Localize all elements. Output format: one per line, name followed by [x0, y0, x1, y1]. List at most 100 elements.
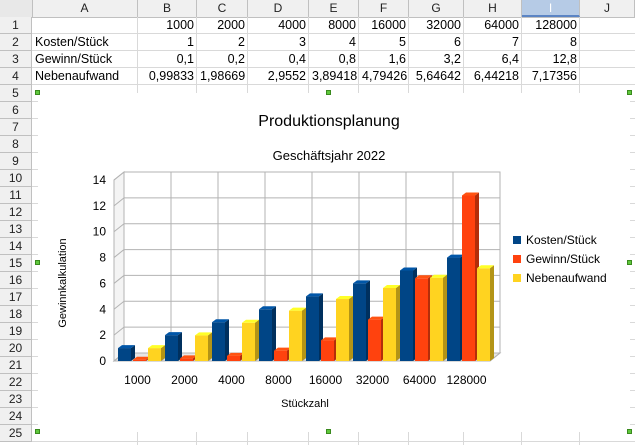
y-axis-label: Gewinnkalkulation: [57, 238, 69, 327]
grid-line: [113, 223, 125, 233]
column-header-h[interactable]: H: [464, 0, 522, 17]
cell-g1[interactable]: 32000: [426, 18, 461, 32]
row-header-25[interactable]: 25: [0, 425, 32, 442]
cell-h4[interactable]: 6,44218: [473, 69, 519, 83]
row-header-18[interactable]: 18: [0, 306, 32, 323]
cell-i2[interactable]: 8: [570, 35, 577, 49]
row-header-1[interactable]: 1: [0, 17, 32, 34]
row-header-8[interactable]: 8: [0, 136, 32, 153]
row-header-11[interactable]: 11: [0, 187, 32, 204]
column-header-j[interactable]: J: [580, 0, 635, 17]
cell-f2[interactable]: 5: [399, 35, 406, 49]
bar-gewinn-st-ck-16000: [321, 337, 338, 361]
row-header-9[interactable]: 9: [0, 153, 32, 170]
chart-handle-top-right[interactable]: [627, 90, 632, 95]
cell-a4[interactable]: Nebenaufwand: [35, 69, 120, 83]
cell-g3[interactable]: 3,2: [443, 52, 461, 66]
chart-title: Produktionsplanung: [258, 113, 399, 130]
column-header-c[interactable]: C: [197, 0, 248, 17]
cell-b4[interactable]: 0,99833: [148, 69, 194, 83]
column-header-g[interactable]: G: [409, 0, 464, 17]
row-header-22[interactable]: 22: [0, 374, 32, 391]
column-header-e[interactable]: E: [309, 0, 359, 17]
cell-f4[interactable]: 4,79426: [362, 69, 408, 83]
row-header-5[interactable]: 5: [0, 85, 32, 102]
row-header-13[interactable]: 13: [0, 221, 32, 238]
bar-gewinn-st-ck-32000: [368, 316, 385, 361]
cell-i1[interactable]: 128000: [535, 18, 577, 32]
column-header-a[interactable]: A: [32, 0, 138, 17]
row-header-21[interactable]: 21: [0, 357, 32, 374]
cell-d1[interactable]: 4000: [278, 18, 306, 32]
cell-i4[interactable]: 7,17356: [531, 69, 577, 83]
grid-line: [113, 326, 125, 336]
row-header-14[interactable]: 14: [0, 238, 32, 255]
cell-b3[interactable]: 0,1: [176, 52, 194, 66]
column-header-i[interactable]: I: [522, 0, 580, 17]
row-header-12[interactable]: 12: [0, 204, 32, 221]
chart-handle-bottom-center[interactable]: [326, 429, 331, 434]
x-tick-label: 16000: [309, 373, 343, 387]
bar-kosten-st-ck-8000: [259, 306, 276, 361]
chart-handle-top-center[interactable]: [326, 90, 331, 95]
cell-h1[interactable]: 64000: [484, 18, 519, 32]
chart-handle-middle-left[interactable]: [35, 260, 40, 265]
row-header-10[interactable]: 10: [0, 170, 32, 187]
select-all-corner[interactable]: [0, 0, 33, 17]
cell-a3[interactable]: Gewinn/Stück: [35, 52, 113, 66]
cell-g4[interactable]: 5,64642: [415, 69, 461, 83]
column-header-d[interactable]: D: [248, 0, 309, 17]
column-header-b[interactable]: B: [138, 0, 197, 17]
row-header-24[interactable]: 24: [0, 408, 32, 425]
cell-d2[interactable]: 3: [299, 35, 306, 49]
cell-d4[interactable]: 2,9552: [267, 69, 306, 83]
cell-e1[interactable]: 8000: [328, 18, 356, 32]
row-header-15[interactable]: 15: [0, 255, 32, 272]
cell-h2[interactable]: 7: [512, 35, 519, 49]
row-header-17[interactable]: 17: [0, 289, 32, 306]
bar-kosten-st-ck-1000: [118, 345, 135, 361]
cell-h3[interactable]: 6,4: [501, 52, 519, 66]
chart-handle-middle-right[interactable]: [627, 260, 632, 265]
row-header-2[interactable]: 2: [0, 34, 32, 51]
row-header-3[interactable]: 3: [0, 51, 32, 68]
cell-c4[interactable]: 1,98669: [200, 69, 246, 83]
cell-b1[interactable]: 1000: [166, 18, 194, 32]
legend-label: Gewinn/Stück: [526, 252, 601, 266]
row-header-6[interactable]: 6: [0, 102, 32, 119]
grid-line: [113, 197, 125, 207]
cell-i3[interactable]: 12,8: [552, 52, 577, 66]
cell-a1[interactable]: [32, 17, 138, 34]
chart-handle-bottom-left[interactable]: [35, 429, 40, 434]
row-header-16[interactable]: 16: [0, 272, 32, 289]
bar-kosten-st-ck-16000: [306, 293, 323, 361]
cell-e2[interactable]: 4: [349, 35, 356, 49]
row-header-20[interactable]: 20: [0, 340, 32, 357]
row-header-7[interactable]: 7: [0, 119, 32, 136]
y-tick-label: 4: [99, 302, 106, 316]
cell-b2[interactable]: 1: [187, 35, 194, 49]
cell-d3[interactable]: 0,4: [288, 52, 306, 66]
cell-e3[interactable]: 0,8: [338, 52, 356, 66]
cell-c2[interactable]: 2: [238, 35, 245, 49]
x-tick-label: 32000: [356, 373, 390, 387]
column-header-f[interactable]: F: [359, 0, 409, 17]
chart-handle-bottom-right[interactable]: [627, 429, 632, 434]
grid-line: [32, 50, 635, 51]
cell-g2[interactable]: 6: [454, 35, 461, 49]
row-header-4[interactable]: 4: [0, 68, 32, 85]
cell-c1[interactable]: 2000: [217, 18, 245, 32]
cell-e4[interactable]: 3,89418: [312, 69, 358, 83]
chart-object[interactable]: Produktionsplanung Geschäftsjahr 2022 Ge…: [38, 93, 630, 432]
cell-f3[interactable]: 1,6: [388, 52, 406, 66]
x-tick-label: 2000: [171, 373, 198, 387]
chart-handle-top-left[interactable]: [35, 90, 40, 95]
cell-c3[interactable]: 0,2: [227, 52, 245, 66]
row-header-23[interactable]: 23: [0, 391, 32, 408]
cell-a2[interactable]: Kosten/Stück: [35, 35, 109, 49]
grid-line: [32, 441, 635, 442]
legend-swatch: [513, 274, 521, 282]
cell-f1[interactable]: 16000: [371, 18, 406, 32]
row-header-19[interactable]: 19: [0, 323, 32, 340]
